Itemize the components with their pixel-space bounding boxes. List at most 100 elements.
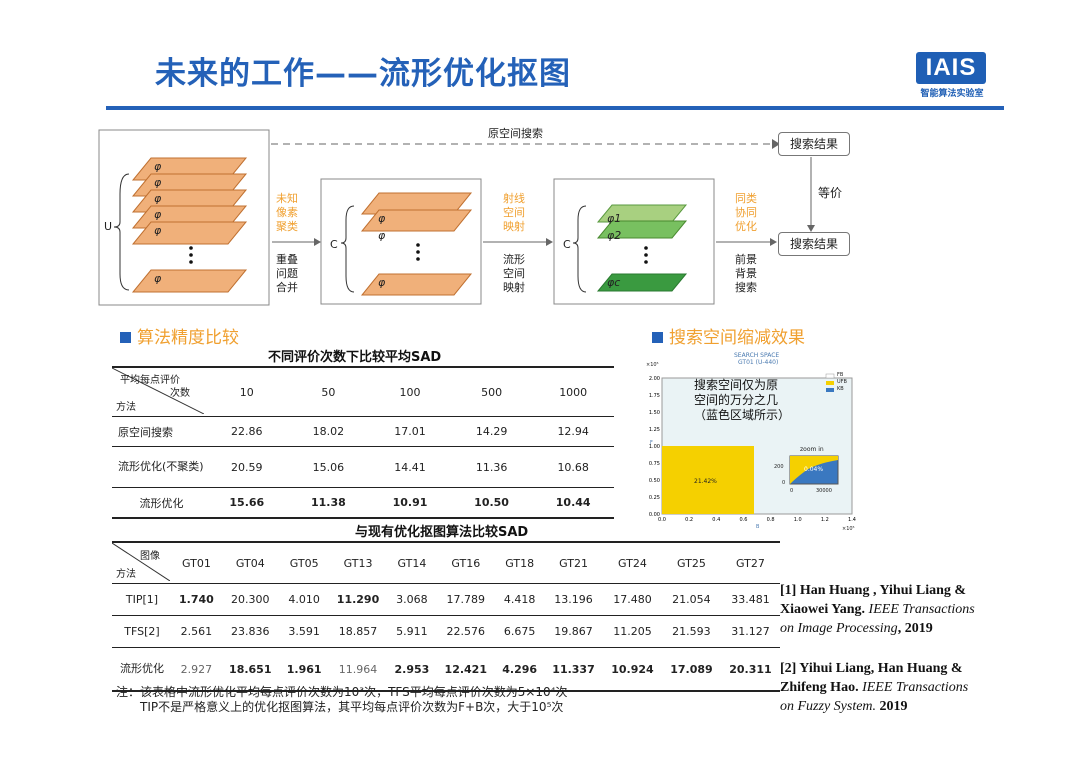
y-tick-label: 1.25 — [649, 427, 660, 433]
table2-col-header: GT21 — [559, 556, 588, 570]
table2-col-header: GT13 — [343, 556, 373, 570]
table-row: 流形优化 15.66 11.38 10.91 10.50 10.44 — [112, 488, 614, 518]
zoom-y-tick: 0 — [782, 480, 786, 486]
x-tick-label: 1.0 — [794, 517, 802, 523]
section-search-space: 搜索空间缩减效果 — [652, 323, 805, 348]
table-row: 流形优化 2.927 18.651 1.961 11.964 2.953 12.421 4.… — [112, 648, 780, 691]
zoom-x-tick: 30000 — [816, 488, 832, 494]
page-title: 未来的工作——流形优化抠图 — [155, 56, 571, 92]
zoom-y-tick: 200 — [774, 464, 784, 470]
x-tick-label: 1.4 — [848, 517, 856, 523]
legend-fb — [825, 373, 835, 379]
ufb-percent: 21.42% — [694, 478, 717, 485]
chart-title-1: SEARCH SPACE — [734, 352, 780, 359]
y-tick-label: 1.50 — [649, 410, 660, 416]
zoom-label: zoom in — [800, 446, 824, 453]
x-tick-label: 0.0 — [658, 517, 666, 523]
logo-mark: IAIS — [916, 52, 986, 84]
original-search-label: 原空间搜索 — [488, 127, 543, 140]
table1-col-header: 1000 — [559, 385, 588, 399]
table2-corner-cell: 图像 方法 — [112, 542, 172, 584]
plane-stack-manifold — [596, 204, 688, 292]
y-exponent: ×10⁵ — [646, 362, 659, 368]
table2-col-header: GT24 — [618, 556, 647, 570]
flow-diagram — [98, 129, 815, 306]
x-tick-label: 0.2 — [685, 517, 693, 523]
arrow3-top-text: 同类 协同 优化 — [735, 192, 757, 233]
chart-legend: FB UFB KB — [837, 372, 847, 392]
zoom-inset-yellow — [790, 456, 838, 484]
table1-col-header: 100 — [399, 385, 421, 399]
phi-label: φ — [154, 192, 162, 205]
zoom-x-tick: 0 — [790, 488, 794, 494]
table1-col-header: 500 — [481, 385, 503, 399]
table2-col-header: GT27 — [736, 556, 765, 570]
table2-col-header: GT04 — [235, 556, 265, 570]
y-tick-label: 2.00 — [649, 376, 660, 382]
arrow3-bottom-text: 前景 背景 搜索 — [735, 253, 757, 294]
dashed-arrow-head — [772, 139, 780, 149]
sad-comparison-table: 图像 方法 GT01 GT04 GT05 GT13 GT14 GT16 GT18… — [112, 541, 780, 692]
table2-col-header: GT05 — [289, 556, 319, 570]
table1-wrapper: 平均每点评价 次数 方法 10 50 100 500 1000 原空间搜索 22… — [112, 366, 614, 519]
x-tick-label: 1.2 — [821, 517, 829, 523]
phic-label: φc — [607, 276, 621, 289]
c-label-2: C — [563, 238, 571, 251]
search-result-box-bottom: 搜索结果 — [778, 232, 850, 256]
note-line-1: 注：该表格中流形优化平均每点评价次数为10³次，TFS平均每点评价次数为5×10… — [116, 685, 568, 699]
arrow1-bottom-text: 重叠 问题 合并 — [276, 253, 298, 294]
x-tick-label: 0.8 — [767, 517, 775, 523]
c-label-1: C — [330, 238, 338, 251]
table-row: TFS[2] 2.561 23.836 3.591 18.857 5.911 22.576… — [112, 616, 780, 648]
phi-label: φ — [154, 160, 162, 173]
chart-annotation: 搜索空间仅为原 空间的万分之几 （蓝色区域所示） — [694, 378, 791, 422]
plane-stack-u — [131, 157, 248, 293]
phi-label: φ — [154, 224, 162, 237]
brace-u — [113, 173, 130, 291]
arrow1-top-text: 未知 像素 聚类 — [276, 192, 298, 233]
plane-stack-c — [360, 192, 473, 296]
brace-manifold — [572, 205, 587, 293]
table1-col-header: 10 — [239, 385, 254, 399]
table2-col-header: GT01 — [181, 556, 211, 570]
arrow2-bottom-text: 流形 空间 映射 — [503, 253, 525, 294]
panel-manifold — [553, 178, 715, 305]
phi-label: φ — [378, 276, 386, 289]
legend-ufb — [826, 381, 834, 385]
table2-caption: 与现有优化抠图算法比较SAD — [355, 525, 529, 540]
sad-by-evaluations-table: 平均每点评价 次数 方法 10 50 100 500 1000 原空间搜索 22… — [112, 366, 614, 519]
table2-col-header: GT16 — [451, 556, 481, 570]
kb-percent: 0.04% — [804, 466, 824, 473]
table2-col-header: GT25 — [677, 556, 706, 570]
x-exponent: ×10⁵ — [842, 526, 855, 532]
table1-caption: 不同评价次数下比较平均SAD — [268, 350, 442, 365]
arrow2-top-text: 射线 空间 映射 — [503, 192, 525, 233]
equivalence-label: 等价 — [818, 186, 843, 200]
x-tick-label: 0.6 — [739, 517, 747, 523]
table-row: TIP[1] 1.740 20.300 4.010 11.290 3.068 17.789… — [112, 584, 780, 616]
table2-wrapper: 图像 方法 GT01 GT04 GT05 GT13 GT14 GT16 GT18… — [112, 541, 780, 692]
u-label: U — [104, 220, 113, 233]
reference-1: [1] Han Huang , Yihui Liang & Xiaowei Ya… — [780, 583, 975, 636]
phi-label: φ — [154, 272, 162, 285]
note-line-2: TIP不是严格意义上的优化抠图算法，其平均每点评价次数为F+B次，大于10⁵次 — [140, 700, 564, 714]
search-result-box-top: 搜索结果 — [778, 132, 850, 156]
y-tick-label: 0.75 — [649, 461, 660, 467]
y-tick-label: 1.75 — [649, 393, 660, 399]
phi-label: φ — [154, 176, 162, 189]
brace-c — [340, 205, 355, 293]
bullet-square-icon — [652, 332, 663, 343]
phi2-label: φ2 — [607, 229, 622, 242]
phi-label: φ — [378, 229, 386, 242]
table-row: 原空间搜索 22.86 18.02 17.01 14.29 12.94 — [112, 417, 614, 447]
y-axis-label: F — [650, 440, 653, 446]
table-row: 流形优化(不聚类) 20.59 15.06 14.41 11.36 10.68 — [112, 447, 614, 488]
bullet-square-icon — [120, 332, 131, 343]
table1-col-header: 50 — [321, 385, 336, 399]
x-tick-label: 0.4 — [712, 517, 720, 523]
chart-ticks: 0.0 0.2 0.4 0.6 0.8 1.0 1.2 1.4 0.00 0.25 0.50 0.75… — [649, 376, 856, 523]
y-tick-label: 0.00 — [649, 512, 660, 518]
header-divider — [106, 106, 1004, 110]
phi1-label: φ1 — [607, 212, 622, 225]
x-axis-label: B — [756, 524, 760, 530]
